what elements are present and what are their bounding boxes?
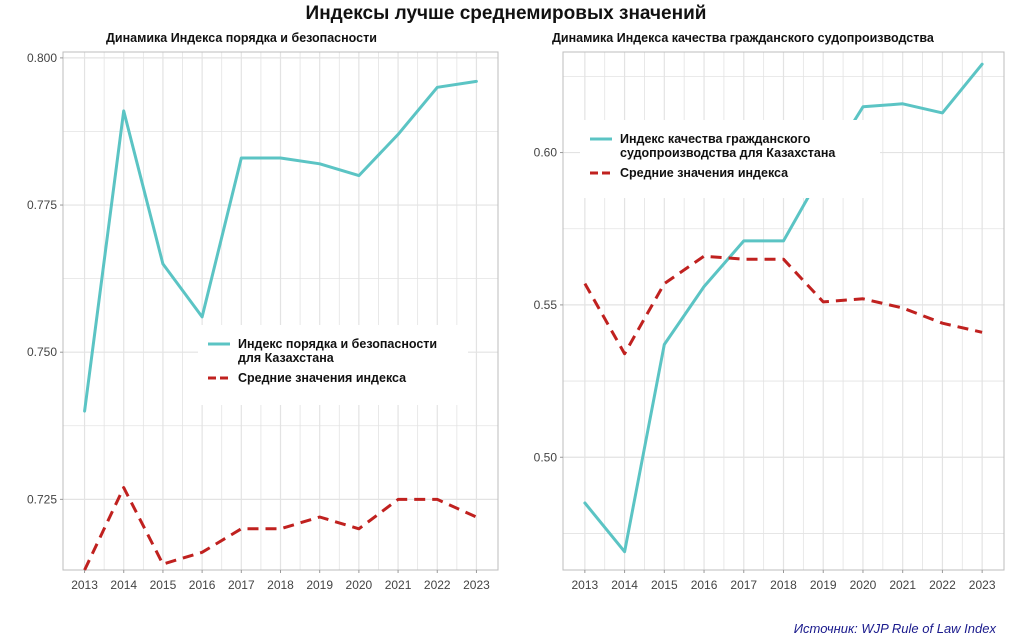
- panel-title: Динамика Индекса качества гражданского с…: [552, 31, 935, 45]
- x-tick-label: 2015: [150, 578, 177, 592]
- series-line-kazakhstan: [583, 62, 984, 554]
- x-tick-label: 2020: [850, 578, 877, 592]
- legend-label-line: Средние значения индекса: [238, 371, 407, 385]
- x-tick-label: 2018: [267, 578, 294, 592]
- panel-title: Динамика Индекса порядка и безопасности: [106, 31, 377, 45]
- point-average: [741, 257, 746, 262]
- x-tick-label: 2020: [346, 578, 373, 592]
- x-tick-label: 2023: [463, 578, 490, 592]
- y-tick-label: 0.725: [27, 492, 57, 506]
- x-tick-label: 2014: [611, 578, 638, 592]
- x-tick-label: 2017: [730, 578, 757, 592]
- x-tick-label: 2021: [889, 578, 916, 592]
- x-tick-label: 2016: [189, 578, 216, 592]
- legend-label: Средние значения индекса: [238, 371, 407, 385]
- legend-box: [198, 325, 468, 405]
- point-average: [582, 281, 587, 286]
- legend-label-line: Средние значения индекса: [620, 166, 789, 180]
- point-kazakhstan: [741, 238, 746, 243]
- point-kazakhstan: [702, 284, 707, 289]
- legend-label-line: Индекс порядка и безопасности: [238, 337, 437, 351]
- point-average: [980, 330, 985, 335]
- point-kazakhstan: [860, 104, 865, 109]
- point-kazakhstan: [980, 62, 985, 67]
- x-tick-label: 2018: [770, 578, 797, 592]
- point-kazakhstan: [900, 101, 905, 106]
- x-tick-label: 2023: [969, 578, 996, 592]
- x-tick-label: 2021: [385, 578, 412, 592]
- y-tick-label: 0.55: [534, 298, 558, 312]
- point-kazakhstan: [940, 110, 945, 115]
- legend-label-line: судопроизводства для Казахстана: [620, 146, 836, 160]
- series-line-average: [83, 486, 478, 571]
- x-tick-label: 2013: [71, 578, 98, 592]
- legend-label-line: Индекс качества гражданского: [620, 132, 811, 146]
- x-tick-label: 2019: [810, 578, 837, 592]
- legend-label: Средние значения индекса: [620, 166, 789, 180]
- x-tick-label: 2017: [228, 578, 255, 592]
- legend-label: Индекс качества гражданского судопроизвод…: [620, 132, 836, 160]
- x-tick-label: 2022: [424, 578, 451, 592]
- x-tick-label: 2022: [929, 578, 956, 592]
- point-average: [940, 321, 945, 326]
- point-kazakhstan: [622, 549, 627, 554]
- legend-label: Индекс порядка и безопасности для Казахст…: [238, 337, 437, 365]
- series-line-average: [583, 254, 983, 356]
- point-kazakhstan: [781, 238, 786, 243]
- series-line-kazakhstan: [83, 79, 478, 413]
- main-title: Индексы лучше среднемировых значений: [305, 3, 707, 24]
- x-tick-label: 2015: [651, 578, 678, 592]
- x-tick-label: 2016: [691, 578, 718, 592]
- x-tick-label: 2019: [306, 578, 333, 592]
- legend-box: [580, 120, 880, 198]
- point-average: [662, 281, 667, 286]
- point-average: [860, 296, 865, 301]
- point-average: [900, 305, 905, 310]
- point-average: [622, 351, 627, 356]
- point-average: [702, 254, 707, 259]
- y-tick-label: 0.775: [27, 198, 57, 212]
- point-average: [821, 299, 826, 304]
- point-average: [781, 257, 786, 262]
- x-tick-label: 2013: [571, 578, 598, 592]
- x-tick-label: 2014: [110, 578, 137, 592]
- y-tick-label: 0.750: [27, 345, 57, 359]
- point-kazakhstan: [662, 342, 667, 347]
- legend-label-line: для Казахстана: [238, 351, 335, 365]
- point-kazakhstan: [582, 500, 587, 505]
- y-tick-label: 0.60: [534, 146, 558, 160]
- y-tick-label: 0.50: [534, 450, 558, 464]
- y-tick-label: 0.800: [27, 51, 57, 65]
- source-caption: Источник: WJP Rule of Law Index: [793, 621, 996, 636]
